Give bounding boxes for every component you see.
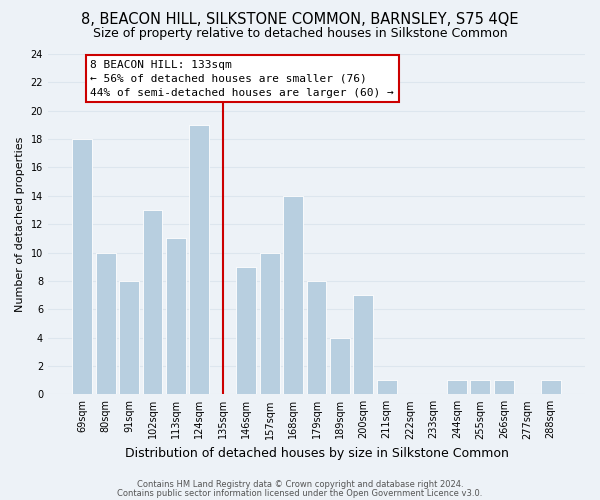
Text: 8 BEACON HILL: 133sqm
← 56% of detached houses are smaller (76)
44% of semi-deta: 8 BEACON HILL: 133sqm ← 56% of detached … bbox=[91, 60, 394, 98]
Bar bbox=[353, 295, 373, 394]
Bar bbox=[166, 238, 186, 394]
Bar bbox=[447, 380, 467, 394]
Bar bbox=[377, 380, 397, 394]
Text: Contains HM Land Registry data © Crown copyright and database right 2024.: Contains HM Land Registry data © Crown c… bbox=[137, 480, 463, 489]
Bar bbox=[541, 380, 560, 394]
Bar bbox=[96, 252, 116, 394]
Bar bbox=[119, 281, 139, 394]
Bar bbox=[236, 266, 256, 394]
X-axis label: Distribution of detached houses by size in Silkstone Common: Distribution of detached houses by size … bbox=[125, 447, 508, 460]
Bar bbox=[260, 252, 280, 394]
Text: Size of property relative to detached houses in Silkstone Common: Size of property relative to detached ho… bbox=[92, 28, 508, 40]
Text: Contains public sector information licensed under the Open Government Licence v3: Contains public sector information licen… bbox=[118, 488, 482, 498]
Bar bbox=[470, 380, 490, 394]
Bar bbox=[73, 139, 92, 394]
Bar bbox=[190, 125, 209, 394]
Bar bbox=[143, 210, 163, 394]
Text: 8, BEACON HILL, SILKSTONE COMMON, BARNSLEY, S75 4QE: 8, BEACON HILL, SILKSTONE COMMON, BARNSL… bbox=[81, 12, 519, 28]
Y-axis label: Number of detached properties: Number of detached properties bbox=[15, 136, 25, 312]
Bar bbox=[307, 281, 326, 394]
Bar bbox=[330, 338, 350, 394]
Bar bbox=[283, 196, 303, 394]
Bar bbox=[494, 380, 514, 394]
